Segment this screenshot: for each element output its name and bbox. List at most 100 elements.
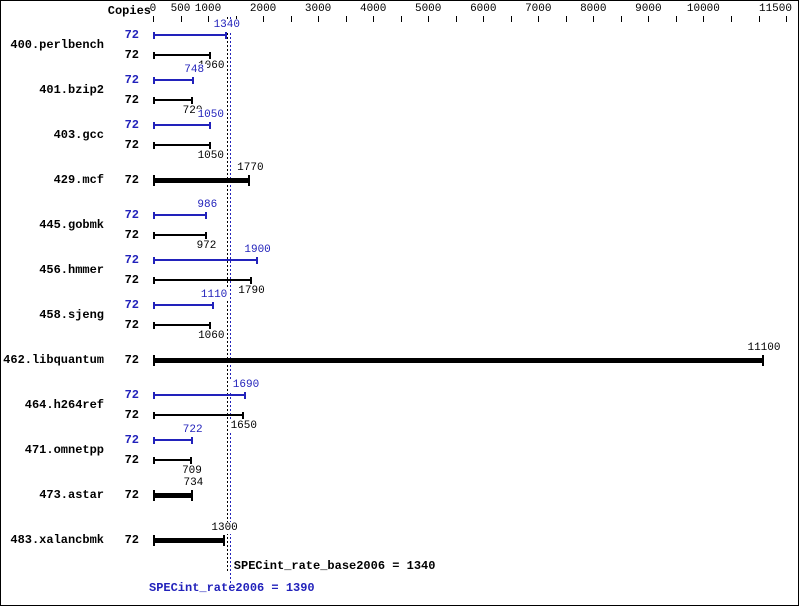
copies-value: 72 — [124, 48, 139, 62]
axis-tick-label: 1000 — [194, 3, 222, 15]
bar-line — [155, 492, 192, 498]
copies-value: 72 — [124, 533, 139, 547]
peak-rate-summary-label: SPECint_rate2006 = 1390 — [149, 581, 315, 595]
axis-tick — [290, 16, 292, 22]
benchmark-name: 429.mcf — [53, 173, 104, 187]
base-bar — [153, 321, 212, 329]
benchmark-name: 401.bzip2 — [39, 83, 104, 97]
copies-value: 72 — [124, 73, 139, 87]
base-value-label: 1050 — [194, 150, 227, 162]
axis-tick — [400, 16, 402, 22]
base-value-label: 1650 — [227, 420, 260, 432]
axis-tick — [263, 16, 265, 22]
copies-value: 72 — [124, 138, 139, 152]
peak-bar — [153, 121, 211, 129]
axis-tick — [703, 16, 705, 22]
benchmark-name: 462.libquantum — [3, 353, 104, 367]
peak-bar — [153, 256, 258, 264]
base-bar — [153, 489, 194, 501]
base-bar — [153, 354, 764, 366]
copies-value: 72 — [124, 353, 139, 367]
peak-value-label: 1340 — [210, 19, 243, 31]
bar-line — [155, 259, 256, 261]
axis-tick-label: 0 — [149, 3, 157, 15]
axis-tick — [538, 16, 540, 22]
base-bar — [153, 141, 211, 149]
base-bar — [153, 51, 212, 59]
base-value-label: 709 — [179, 465, 205, 477]
axis-tick — [593, 16, 595, 22]
axis-tick — [318, 16, 320, 22]
axis-tick-label: 8000 — [580, 3, 607, 15]
base-value-label: 1060 — [195, 330, 228, 342]
peak-value-label: 1900 — [241, 244, 274, 256]
axis-tick-label: 11500 — [758, 3, 792, 15]
peak-bar — [153, 211, 208, 219]
copies-value: 72 — [124, 388, 139, 402]
peak-bar — [153, 301, 215, 309]
axis-tick — [428, 16, 430, 22]
peak-bar — [153, 31, 227, 39]
bar-line — [155, 234, 205, 236]
peak-value-label: 1110 — [197, 289, 231, 301]
bar-line — [155, 537, 223, 543]
copies-value: 72 — [124, 318, 139, 332]
base-value-label: 1300 — [208, 522, 241, 534]
peak-value-label: 748 — [181, 64, 208, 76]
copies-value: 72 — [124, 488, 139, 502]
axis-tick — [208, 16, 209, 22]
benchmark-name: 471.omnetpp — [24, 443, 104, 457]
axis-tick-label: 2000 — [249, 3, 277, 15]
axis-tick-label: 4000 — [359, 3, 387, 15]
axis-tick — [153, 16, 154, 22]
base-rate-summary-label: SPECint_rate_base2006 = 1340 — [231, 559, 438, 573]
peak-value-label: 1690 — [229, 379, 263, 391]
base-bar — [153, 276, 252, 284]
copies-value: 72 — [124, 273, 139, 287]
benchmark-name: 473.astar — [39, 488, 104, 502]
axis-tick-label: 6000 — [470, 3, 497, 15]
base-bar — [153, 534, 225, 546]
copies-value: 72 — [124, 228, 139, 242]
base-bar — [153, 174, 251, 186]
bar-line — [155, 357, 762, 363]
base-bar — [153, 411, 244, 419]
axis-tick — [455, 16, 457, 22]
base-bar — [153, 456, 192, 464]
benchmark-name: 445.gobmk — [39, 218, 104, 232]
axis-tick — [648, 16, 650, 22]
axis-tick — [786, 16, 787, 22]
bar-line — [155, 214, 206, 216]
bar-line — [155, 177, 249, 183]
axis-tick — [510, 16, 512, 22]
copies-column-header: Copies — [107, 4, 151, 18]
bar-line — [155, 144, 209, 146]
peak-value-label: 1050 — [194, 109, 227, 121]
copies-value: 72 — [124, 208, 139, 222]
benchmark-name: 400.perlbench — [10, 38, 104, 52]
copies-value: 72 — [124, 173, 139, 187]
bar-line — [155, 304, 213, 306]
bar-line — [155, 279, 250, 281]
benchmark-name: 458.sjeng — [39, 308, 104, 322]
base-value-label: 1770 — [234, 162, 267, 174]
base-value-label: 972 — [193, 240, 220, 252]
axis-tick-label: 7000 — [525, 3, 552, 15]
benchmark-name: 456.hmmer — [39, 263, 104, 277]
copies-value: 72 — [124, 408, 139, 422]
benchmark-name: 464.h264ref — [24, 398, 104, 412]
copies-value: 72 — [124, 433, 139, 447]
peak-value-label: 986 — [194, 199, 221, 211]
axis-tick — [483, 16, 485, 22]
axis-tick-label: 10000 — [686, 3, 720, 15]
axis-tick — [345, 16, 347, 22]
bar-line — [155, 34, 225, 36]
bar-line — [155, 394, 244, 396]
axis-tick — [180, 16, 182, 22]
peak-bar — [153, 76, 195, 84]
bar-line — [155, 124, 209, 126]
base-bar — [153, 231, 207, 239]
axis-tick — [731, 16, 732, 22]
benchmark-name: 483.xalancbmk — [10, 533, 104, 547]
copies-value: 72 — [124, 93, 139, 107]
